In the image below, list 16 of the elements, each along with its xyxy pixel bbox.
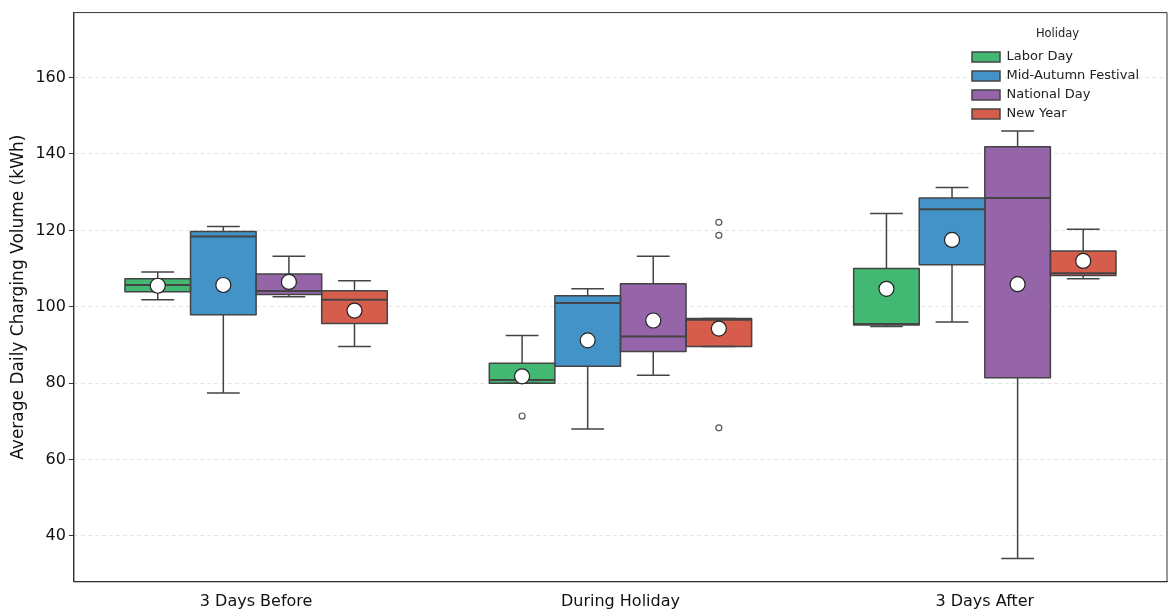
legend-label: New Year [1006,105,1068,121]
y-tick-label: 140 [35,143,66,163]
y-tick-label: 100 [35,295,66,315]
y-tick-label: 160 [35,66,66,86]
y-tick-label: 60 [45,448,66,468]
x-tick-label: 3 Days After [935,590,1035,610]
y-tick-label: 120 [35,219,66,239]
y-tick-label: 80 [45,372,66,392]
legend-title: Holiday [1035,26,1080,41]
x-tick-label: 3 Days Before [199,590,313,610]
x-tick-label: During Holiday [560,590,680,610]
y-tick-label: 40 [45,525,66,545]
y-axis-title: Average Daily Charging Volume (kWh) [6,134,27,460]
legend-label: Labor Day [1006,48,1074,64]
legend-label: Mid-Autumn Festival [1006,67,1140,83]
legend-label: National Day [1006,86,1091,102]
